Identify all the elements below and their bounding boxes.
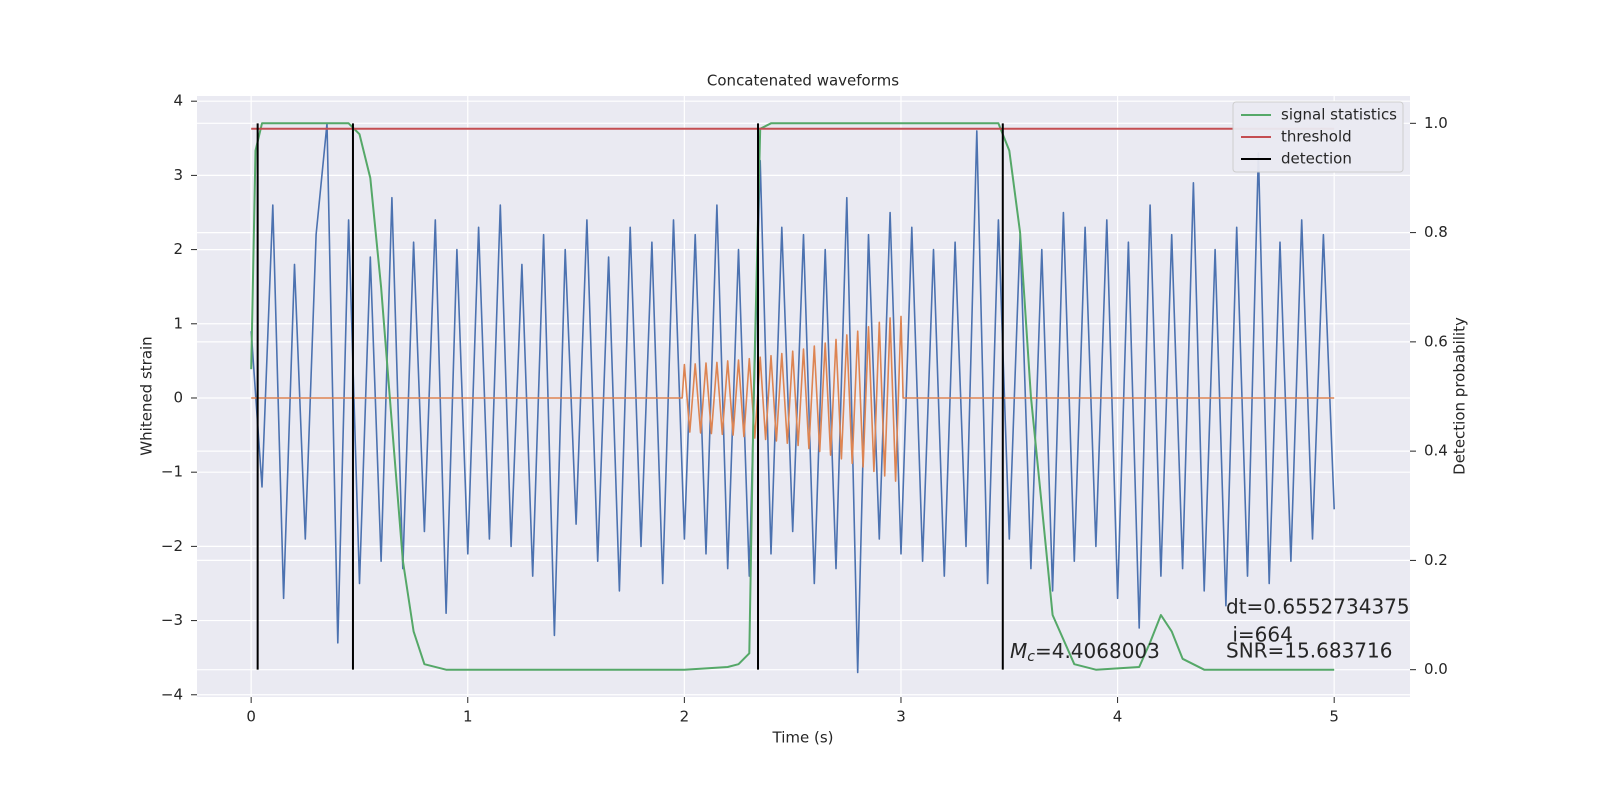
x-tick-label: 5 (1329, 708, 1339, 726)
x-axis-label: Time (s) (772, 729, 834, 747)
y-tick-label: −1 (161, 463, 183, 481)
y2-tick-label: 0.8 (1424, 223, 1448, 241)
x-tick-label: 0 (246, 708, 256, 726)
series-line (251, 315, 1335, 482)
y-axis-label: Whitened strain (138, 336, 156, 455)
y-tick-label: 2 (173, 240, 183, 258)
y2-tick-label: 0.4 (1424, 442, 1448, 460)
y-tick-label: −4 (161, 685, 183, 703)
chart-title: Concatenated waveforms (707, 72, 899, 90)
legend-box (1232, 101, 1404, 173)
plot-area (197, 96, 1410, 697)
annotation: i=664 (1226, 623, 1293, 647)
x-tick-label: 3 (896, 708, 906, 726)
y2-tick-label: 0.0 (1424, 660, 1448, 678)
y2-tick-label: 1.0 (1424, 114, 1448, 132)
y-tick-label: −3 (161, 611, 183, 629)
y-tick-label: 3 (173, 166, 183, 184)
plot (250, 122, 1335, 674)
annotation: SNR=15.683716 (1226, 639, 1392, 663)
legend-label: detection (1281, 150, 1352, 168)
y2-tick-label: 0.6 (1424, 332, 1448, 350)
series-line (250, 122, 1335, 671)
x-tick-label: 1 (463, 708, 473, 726)
x-tick-label: 2 (680, 708, 690, 726)
mc-subscript: c (1027, 649, 1035, 665)
y2-tick-label: 0.2 (1424, 551, 1448, 569)
legend-label: signal statistics (1281, 106, 1397, 124)
y-tick-label: 4 (173, 92, 183, 110)
series-line (250, 122, 1335, 674)
mc-text: =4.4068003 (1035, 639, 1160, 663)
annotation: dt=0.6552734375 (1226, 595, 1410, 619)
x-tick-label: 4 (1113, 708, 1123, 726)
legend-label: threshold (1281, 128, 1352, 146)
mc-symbol: M (1010, 639, 1027, 663)
y-tick-label: 1 (173, 314, 183, 332)
y2-axis-label: Detection probability (1451, 317, 1469, 475)
annotation: Mc=4.4068003 (1010, 639, 1160, 666)
y-tick-label: −2 (161, 537, 183, 555)
y-tick-label: 0 (173, 388, 183, 406)
